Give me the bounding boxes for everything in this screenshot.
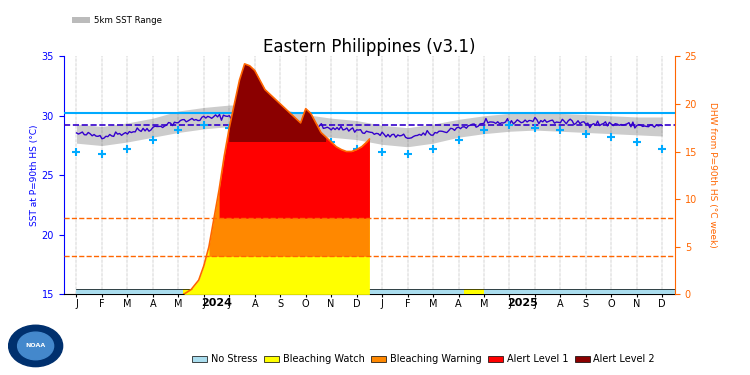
Circle shape xyxy=(9,325,62,367)
Circle shape xyxy=(18,332,54,360)
Text: 2025: 2025 xyxy=(507,298,538,308)
Title: Eastern Philippines (v3.1): Eastern Philippines (v3.1) xyxy=(263,38,476,56)
Legend: 5km SST Range: 5km SST Range xyxy=(68,13,165,29)
Text: 2024: 2024 xyxy=(201,298,232,308)
Text: NOAA: NOAA xyxy=(26,344,46,348)
Y-axis label: DHW from P=90th HS (°C week): DHW from P=90th HS (°C week) xyxy=(708,102,717,248)
Y-axis label: SST at P=90th HS (°C): SST at P=90th HS (°C) xyxy=(30,124,39,226)
Legend: No Stress, Bleaching Watch, Bleaching Warning, Alert Level 1, Alert Level 2: No Stress, Bleaching Watch, Bleaching Wa… xyxy=(188,351,659,368)
